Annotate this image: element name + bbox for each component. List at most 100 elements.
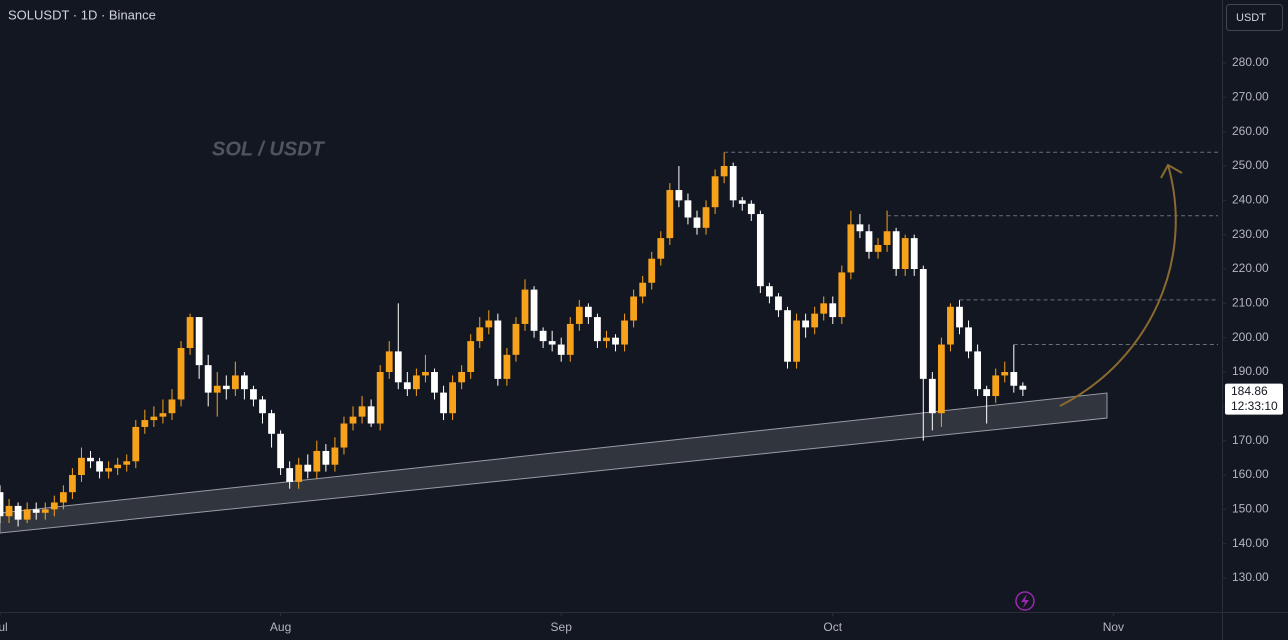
candle-body [340,423,348,448]
candle-body [195,317,203,366]
candle-body [0,492,4,517]
candle-body [259,399,266,414]
plot [0,151,1218,527]
candle-body [69,475,76,493]
y-tick-label: 190.00 [1232,364,1269,378]
candle-body [186,317,194,348]
watermark: SOL / USDT [212,138,326,160]
candle-body [539,330,547,342]
candle-body [331,447,339,465]
candle-body [820,303,828,314]
candle-body [874,244,882,252]
candle-body [422,372,429,376]
candle-body [231,375,239,390]
candle-body [431,372,438,393]
currency-label[interactable]: USDT [1236,12,1266,24]
candle-body [449,382,456,414]
y-tick-label: 260.00 [1232,124,1269,138]
candle-body [575,306,583,324]
candle-body [222,385,230,390]
y-tick-label: 170.00 [1232,433,1269,447]
candle-body [241,375,248,390]
candle-body [937,344,945,414]
candle-body [250,389,257,400]
candle-body [376,372,384,424]
candle-body [141,420,149,427]
candle-body [349,416,357,424]
x-tick-label: Oct [823,620,842,634]
x-tick-label: Nov [1103,620,1124,634]
last-price: 184.86 [1231,384,1268,398]
y-tick-label: 200.00 [1232,330,1269,344]
event-bolt [1021,594,1029,608]
candle-body [603,337,610,342]
candle-body [711,176,719,208]
candle-body [594,317,601,342]
candle-body [693,217,701,228]
candle-body [802,320,810,328]
candle-body [856,224,864,232]
candle-body [177,347,185,400]
candle-body [123,461,131,465]
candle-body [295,464,303,482]
candle-body [630,296,638,321]
candle-body [775,296,782,311]
candle-body [666,190,674,239]
candle-body [1019,385,1027,390]
y-tick-label: 150.00 [1232,502,1269,516]
x-tick-label: Jul [0,620,8,634]
candle-body [684,200,692,218]
candle-body [32,509,40,513]
candle-body [458,372,466,383]
candle-body [566,323,574,355]
candle-body [322,450,330,465]
candle-body [1010,372,1018,386]
candle-body [992,375,1000,397]
candle-body [847,224,855,273]
candle-body [467,341,475,373]
candle-body [521,289,529,324]
projection-arrow [1059,164,1177,407]
candle-body [304,464,312,472]
y-tick-label: 140.00 [1232,536,1269,550]
candle-body [403,382,411,390]
countdown: 12:33:10 [1231,399,1278,413]
candle-body [811,313,819,328]
candle-body [512,323,520,355]
candle-body [548,341,556,345]
candle-body [412,375,420,390]
event-icon[interactable] [1015,591,1035,611]
candle-body [829,303,837,318]
candle-body [268,413,275,434]
candle-body [766,286,773,297]
candle-body [132,426,140,462]
candle-body [639,282,647,297]
candle-body [747,203,755,215]
candle-body [838,272,846,318]
candle-body [675,190,683,201]
candle-body [865,231,873,252]
candle-body [41,509,49,513]
candle-body [50,502,58,510]
candle-body [150,416,158,421]
candle-body [928,378,936,414]
candle-body [286,468,294,482]
candle-body [23,509,31,520]
candle-body [883,231,891,245]
candle-body [213,385,221,393]
candle-body [793,320,800,362]
candle-body [5,505,13,517]
y-tick-label: 270.00 [1232,90,1269,104]
candle-body [657,238,665,259]
currency-button[interactable] [1226,4,1283,31]
candle-body [720,166,728,177]
candle-body [204,365,212,393]
x-tick-label: Sep [551,620,573,634]
candle-body [105,468,113,472]
candle-body [892,231,900,270]
candle-body [358,406,366,417]
candle-body [983,389,991,397]
y-tick-label: 160.00 [1232,467,1269,481]
